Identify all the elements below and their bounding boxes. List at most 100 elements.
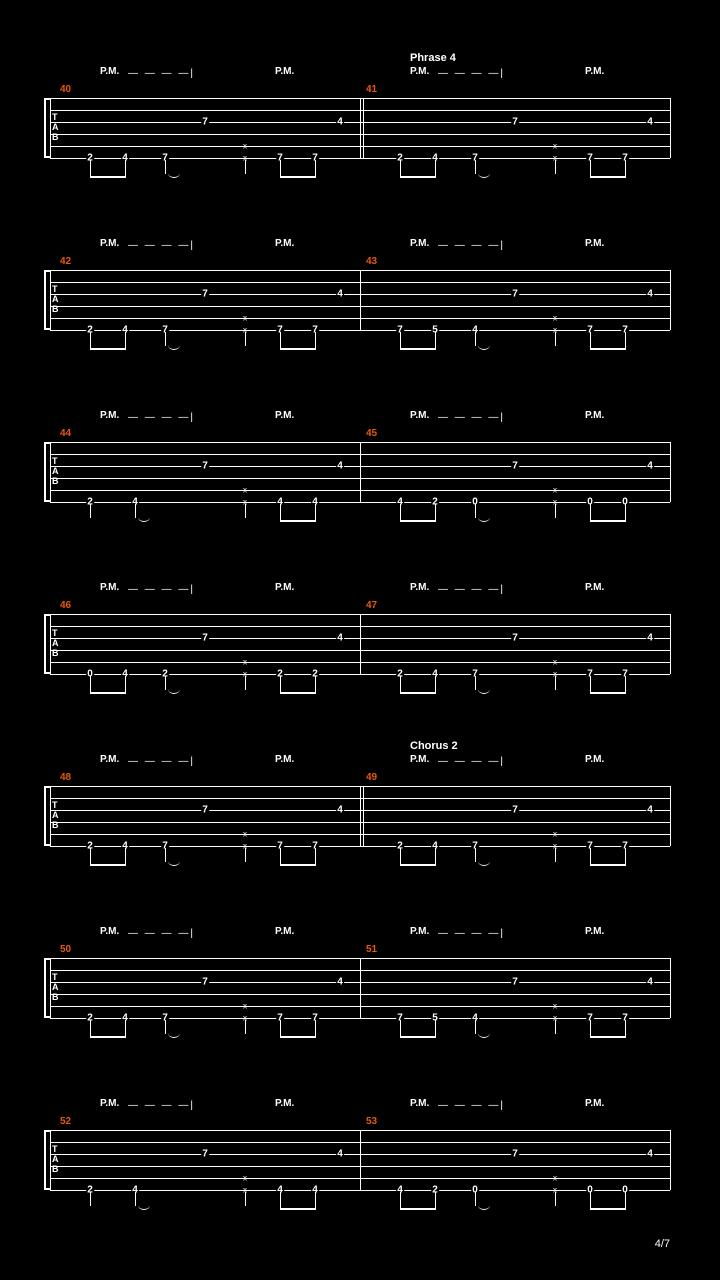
beam	[90, 176, 125, 178]
pm-label: P.M.	[100, 238, 119, 249]
tie-curve	[478, 512, 490, 522]
pm-label: P.M.	[275, 66, 294, 77]
stem	[245, 676, 246, 690]
tab-staff: T A B42432477xx7747547xx774	[50, 270, 670, 330]
beam	[400, 692, 435, 694]
fret-number: x	[553, 1174, 557, 1183]
beam	[280, 348, 315, 350]
measure-number: 44	[60, 428, 71, 439]
stem	[475, 676, 476, 690]
stem	[555, 332, 556, 346]
measure-number: 42	[60, 256, 71, 267]
pm-dashes: — — — —|	[128, 584, 195, 595]
barline	[670, 270, 671, 330]
stem	[435, 1192, 436, 1210]
barline	[360, 270, 361, 330]
beam	[280, 520, 315, 522]
fret-number: 4	[646, 977, 654, 988]
stem	[625, 676, 626, 694]
stem	[555, 676, 556, 690]
stem	[245, 504, 246, 518]
barline	[670, 786, 671, 846]
page-number: 4/7	[655, 1238, 670, 1250]
fret-number: 4	[646, 1149, 654, 1160]
beam	[280, 176, 315, 178]
stem	[245, 848, 246, 862]
fret-number: 4	[646, 461, 654, 472]
tie-curve	[168, 1028, 180, 1038]
fret-number: x	[553, 142, 557, 151]
beam	[590, 1036, 625, 1038]
pm-label: P.M.	[100, 582, 119, 593]
beam	[280, 692, 315, 694]
barline	[50, 614, 51, 674]
tie-curve	[138, 1200, 150, 1210]
pm-dashes: — — — —|	[128, 412, 195, 423]
tab-system: P.M.— — — —|P.M.P.M.— — — —|P.M.T A B464…	[50, 556, 670, 716]
rhythm-row	[50, 676, 670, 706]
measure-number: 50	[60, 944, 71, 955]
pm-dashes: — — — —|	[438, 584, 505, 595]
stem	[165, 676, 166, 690]
pm-header-row: P.M.— — — —|P.M.P.M.— — — —|P.M.	[50, 568, 670, 598]
barline	[50, 442, 51, 502]
stem	[315, 160, 316, 178]
stem	[475, 332, 476, 346]
beam	[90, 864, 125, 866]
stem	[315, 332, 316, 350]
pm-label: P.M.	[585, 582, 604, 593]
pm-label: P.M.	[410, 410, 429, 421]
barline	[670, 958, 671, 1018]
tab-label: T A B	[52, 112, 59, 142]
pm-dashes: — — — —|	[128, 756, 195, 767]
stem	[555, 504, 556, 518]
barline	[670, 98, 671, 158]
fret-number: x	[243, 1002, 247, 1011]
tab-system: P.M.— — — —|P.M.P.M.— — — —|P.M.T A B424…	[50, 212, 670, 372]
stem	[315, 504, 316, 522]
staff-line	[50, 1018, 670, 1019]
fret-number: x	[243, 1174, 247, 1183]
stem	[165, 848, 166, 862]
fret-number: x	[553, 486, 557, 495]
tab-system: P.M.— — — —|P.M.P.M.— — — —|P.M.T A B525…	[50, 1072, 670, 1232]
pm-label: P.M.	[585, 926, 604, 937]
pm-label: P.M.	[410, 238, 429, 249]
pm-label: P.M.	[275, 1098, 294, 1109]
pm-dashes: — — — —|	[438, 240, 505, 251]
fret-number: 4	[336, 633, 344, 644]
tab-system: P.M.— — — —|P.M.Chorus 2P.M.— — — —|P.M.…	[50, 728, 670, 888]
pm-header-row: P.M.— — — —|P.M.P.M.— — — —|P.M.	[50, 912, 670, 942]
stem	[165, 160, 166, 174]
measure-number: 46	[60, 600, 71, 611]
fret-number: 7	[201, 633, 209, 644]
pm-header-row: P.M.— — — —|P.M.P.M.— — — —|P.M.	[50, 396, 670, 426]
pm-dashes: — — — —|	[438, 412, 505, 423]
beam	[280, 1208, 315, 1210]
barline	[360, 98, 361, 158]
fret-number: 4	[336, 1149, 344, 1160]
pm-header-row: P.M.— — — —|P.M.Chorus 2P.M.— — — —|P.M.	[50, 740, 670, 770]
pm-label: P.M.	[100, 1098, 119, 1109]
stem	[555, 1192, 556, 1206]
stem	[90, 504, 91, 518]
barline	[50, 98, 51, 158]
stem	[475, 1020, 476, 1034]
pm-dashes: — — — —|	[438, 68, 505, 79]
measure-number: 48	[60, 772, 71, 783]
tab-staff: T A B5253247xx4444207xx004	[50, 1130, 670, 1190]
pm-label: P.M.	[100, 754, 119, 765]
beam	[90, 692, 125, 694]
tab-system: P.M.— — — —|P.M.P.M.— — — —|P.M.T A B505…	[50, 900, 670, 1060]
stem	[625, 504, 626, 522]
barline	[50, 958, 51, 1018]
rhythm-row	[50, 504, 670, 534]
pm-label: P.M.	[275, 238, 294, 249]
stem	[125, 332, 126, 350]
tie-curve	[168, 856, 180, 866]
stem	[125, 848, 126, 866]
measure-number: 52	[60, 1116, 71, 1127]
tie-curve	[478, 340, 490, 350]
stem	[625, 848, 626, 866]
stem	[475, 848, 476, 862]
